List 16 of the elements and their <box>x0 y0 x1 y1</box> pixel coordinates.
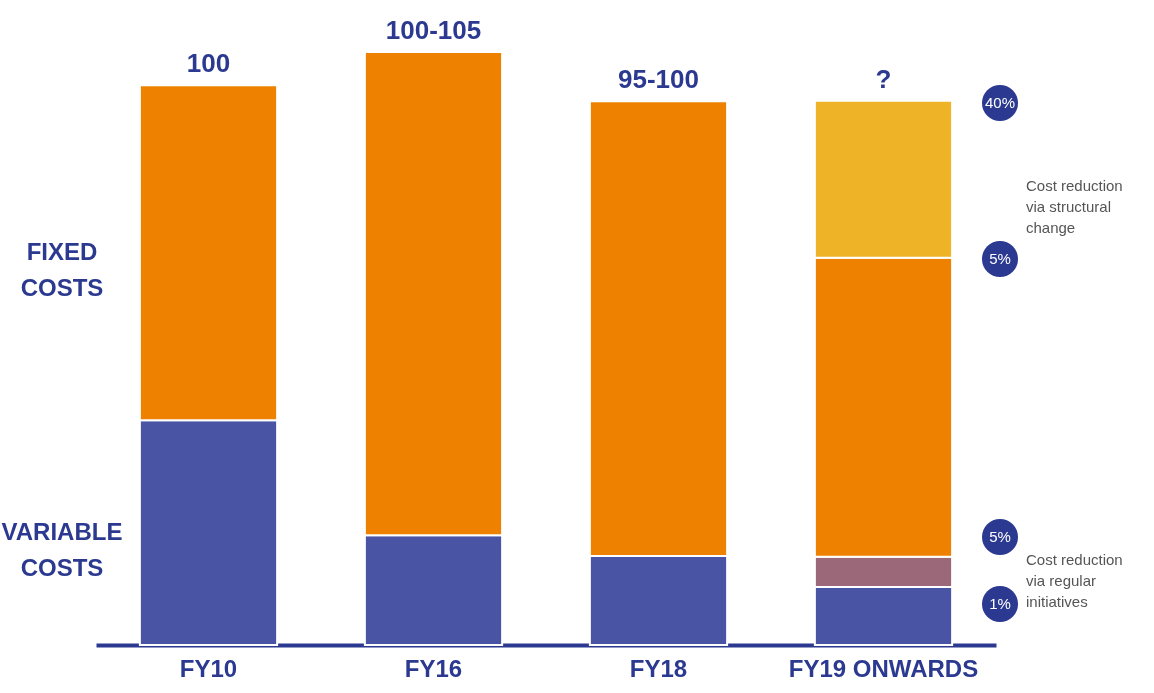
series-label: FIXED COSTS <box>20 237 104 301</box>
annotation: 95-100 <box>618 64 699 95</box>
annotation: 100-105 <box>385 15 482 45</box>
annotation: 100 <box>186 48 231 79</box>
x-tick-label: FY16 <box>404 654 463 682</box>
x-tick-label: FY19 ONWARDS <box>788 654 979 682</box>
series-label: VARIABLE COSTS <box>1 517 123 581</box>
text: Cost reduction via structural change <box>1026 177 1123 236</box>
annotation: 1% <box>989 595 1011 612</box>
text: Cost reduction via regular initiatives <box>1026 551 1123 610</box>
annotation: 5% <box>989 528 1011 545</box>
annotation: ? <box>875 63 892 94</box>
annotation: 5% <box>989 250 1011 267</box>
x-tick-label: FY18 <box>629 654 688 682</box>
x-tick-label: FY10 <box>179 654 238 682</box>
annotation: 40% <box>984 94 1016 111</box>
